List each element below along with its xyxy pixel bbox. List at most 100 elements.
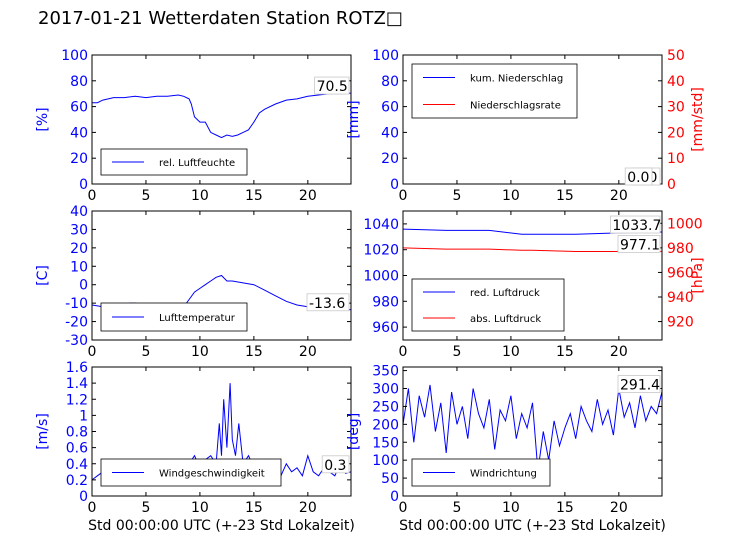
last-value-humidity: 70.5 bbox=[317, 79, 348, 95]
x-tick-label: 0 bbox=[399, 500, 408, 516]
legend-label: kum. Niederschlag bbox=[470, 74, 563, 85]
x-tick-label: 5 bbox=[141, 500, 150, 516]
chart-title: 2017-01-21 Wetterdaten Station ROTZ□ bbox=[38, 8, 403, 29]
y2-tick-label: 10 bbox=[667, 151, 685, 167]
x-tick-label: 10 bbox=[191, 188, 209, 204]
x-tick-label: 20 bbox=[610, 344, 628, 360]
y-tick-label: 60 bbox=[70, 100, 88, 116]
y-tick-label: 1.6 bbox=[66, 360, 88, 376]
y-tick-label: 100 bbox=[372, 48, 399, 64]
y-tick-label: 980 bbox=[372, 294, 399, 310]
legend-label: abs. Luftdruck bbox=[470, 314, 541, 325]
x-tick-label: 20 bbox=[299, 188, 317, 204]
last-value-temperature-box bbox=[306, 293, 350, 312]
series-line-humidity-0 bbox=[92, 92, 352, 139]
y-tick-label: 0 bbox=[79, 177, 88, 193]
x-tick-label: 15 bbox=[245, 188, 263, 204]
y-tick-label: 20 bbox=[381, 151, 399, 167]
y-tick-label: 350 bbox=[372, 364, 399, 380]
y2-tick-label: 50 bbox=[667, 48, 685, 64]
y-axis-label-winddirection: [deg] bbox=[346, 413, 362, 450]
x-tick-label: 5 bbox=[141, 188, 150, 204]
y-tick-label: 100 bbox=[61, 48, 88, 64]
last-value-2-pressure-box bbox=[617, 235, 661, 253]
y-axis-label-precipitation: [mm] bbox=[346, 100, 362, 138]
legend-box-pressure bbox=[411, 278, 565, 332]
x-tick-label: 20 bbox=[610, 188, 628, 204]
y2-tick-label: 940 bbox=[667, 290, 694, 306]
y-tick-label: 50 bbox=[381, 471, 399, 487]
y2-axis-label-precipitation: [mm/std] bbox=[690, 87, 706, 152]
y-tick-label: 1020 bbox=[363, 243, 399, 259]
series-line-pressure-1 bbox=[402, 247, 663, 252]
last-value-2-precipitation-box bbox=[624, 167, 653, 186]
x-tick-label: 20 bbox=[610, 500, 628, 516]
x-tick-label: 20 bbox=[299, 344, 317, 360]
last-value-winddirection: 291.4 bbox=[620, 378, 660, 394]
x-tick-label: 15 bbox=[556, 500, 574, 516]
x-tick-label: 15 bbox=[245, 344, 263, 360]
y-tick-label: -30 bbox=[65, 333, 88, 349]
y2-tick-label: 920 bbox=[667, 315, 694, 331]
legend-label: red. Luftdruck bbox=[470, 288, 540, 299]
legend-label: Windgeschwindigkeit bbox=[159, 469, 265, 480]
y-tick-label: 1.4 bbox=[66, 376, 88, 392]
legend-label: Windrichtung bbox=[470, 469, 537, 480]
x-tick-label: 0 bbox=[88, 344, 97, 360]
y-tick-label: 40 bbox=[70, 204, 88, 220]
y-tick-label: 60 bbox=[381, 100, 399, 116]
y-tick-label: -20 bbox=[65, 315, 88, 331]
x-tick-label: 5 bbox=[141, 344, 150, 360]
y-tick-label: 40 bbox=[70, 125, 88, 141]
y-tick-label: 1 bbox=[79, 408, 88, 424]
x-tick-label: 0 bbox=[399, 344, 408, 360]
y2-tick-label: 1000 bbox=[667, 216, 703, 232]
y-tick-label: 0.4 bbox=[66, 457, 88, 473]
y-axis-label-humidity: [%] bbox=[35, 107, 51, 131]
x-tick-label: 10 bbox=[502, 188, 520, 204]
y-tick-label: 1.2 bbox=[66, 392, 88, 408]
x-tick-label: 10 bbox=[502, 344, 520, 360]
y-tick-label: 80 bbox=[381, 74, 399, 90]
y2-tick-label: 980 bbox=[667, 241, 694, 257]
x-tick-label: 0 bbox=[88, 500, 97, 516]
y-tick-label: 200 bbox=[372, 417, 399, 433]
panel-frame-humidity bbox=[91, 54, 352, 185]
y-tick-label: 40 bbox=[381, 125, 399, 141]
y-axis-label-temperature: [C] bbox=[35, 265, 51, 286]
last-value-2-pressure: 977.1 bbox=[620, 237, 660, 253]
x-tick-label: 10 bbox=[191, 344, 209, 360]
x-axis-caption-0: Std 00:00:00 UTC (+-23 Std Lokalzeit) bbox=[88, 518, 355, 534]
last-value-pressure: 1033.7 bbox=[612, 218, 661, 234]
x-tick-label: 5 bbox=[452, 344, 461, 360]
x-axis-caption-1: Std 00:00:00 UTC (+-23 Std Lokalzeit) bbox=[399, 518, 666, 534]
y-tick-label: 0 bbox=[79, 489, 88, 505]
y2-axis-label-pressure: [hPa] bbox=[690, 257, 706, 293]
x-tick-label: 15 bbox=[556, 344, 574, 360]
y-tick-label: 150 bbox=[372, 435, 399, 451]
y2-tick-label: 40 bbox=[667, 74, 685, 90]
x-tick-label: 5 bbox=[452, 188, 461, 204]
y2-tick-label: 30 bbox=[667, 100, 685, 116]
y-tick-label: 0 bbox=[390, 177, 399, 193]
x-tick-label: 0 bbox=[399, 188, 408, 204]
y-tick-label: 0.6 bbox=[66, 441, 88, 457]
last-value-pressure-box bbox=[610, 215, 661, 234]
y-tick-label: 960 bbox=[372, 320, 399, 336]
y-tick-label: 10 bbox=[70, 259, 88, 275]
legend-label: Lufttemperatur bbox=[159, 313, 236, 324]
y-tick-label: 20 bbox=[70, 241, 88, 257]
panel-frame-winddirection bbox=[402, 366, 663, 497]
y-tick-label: 0.2 bbox=[66, 473, 88, 489]
series-line-winddirection-0 bbox=[402, 384, 663, 471]
y-tick-label: 100 bbox=[372, 453, 399, 469]
x-tick-label: 5 bbox=[452, 500, 461, 516]
y2-tick-label: 20 bbox=[667, 125, 685, 141]
y-tick-label: 1040 bbox=[363, 217, 399, 233]
x-tick-label: 0 bbox=[88, 188, 97, 204]
x-tick-label: 20 bbox=[299, 500, 317, 516]
last-value-2-precipitation: 0.0 bbox=[627, 170, 649, 186]
legend-label: rel. Luftfeuchte bbox=[159, 158, 235, 169]
last-value-humidity-box bbox=[314, 76, 350, 95]
